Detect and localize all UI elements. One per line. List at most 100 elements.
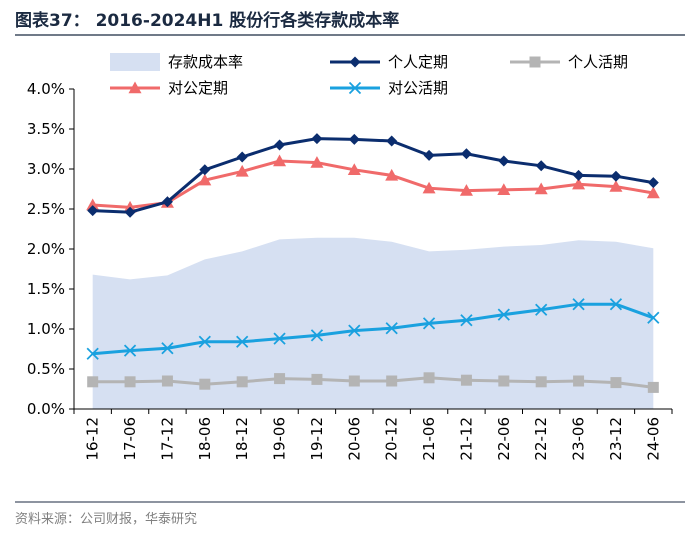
x-tick-label: 19-12 (308, 417, 326, 461)
point-personal-demand (348, 375, 360, 387)
legend-marker (128, 81, 142, 94)
point-corporate-time (459, 184, 473, 196)
point-corporate-demand (385, 322, 398, 335)
point-corporate-time (497, 183, 511, 195)
legend-label: 对公定期 (168, 79, 228, 97)
x-tick-label: 21-06 (420, 417, 438, 461)
y-tick-label: 0.0% (27, 400, 65, 418)
point-corporate-demand (123, 344, 137, 357)
y-tick-label: 2.5% (27, 200, 65, 218)
point-corporate-demand (161, 342, 174, 355)
series-area-deposit-cost (92, 237, 654, 409)
point-personal-time (647, 177, 659, 189)
x-tick-label: 17-12 (158, 417, 176, 461)
point-personal-demand (236, 376, 248, 388)
point-personal-time (311, 133, 323, 145)
point-personal-time (423, 149, 435, 161)
x-tick-label: 16-12 (84, 417, 102, 461)
point-corporate-time (86, 198, 100, 211)
point-corporate-time (534, 182, 548, 195)
point-personal-demand (199, 378, 211, 390)
point-corporate-demand (460, 314, 473, 327)
point-corporate-time (273, 154, 287, 167)
point-personal-time (161, 196, 173, 208)
legend-item-corporate-time: 对公定期 (110, 79, 228, 97)
point-corporate-time (347, 163, 361, 175)
point-corporate-demand (422, 317, 436, 330)
chart-title: 图表37： 2016-2024H1 股份行各类存款成本率 (15, 10, 399, 31)
legend-label: 个人活期 (568, 53, 628, 71)
series-line-personal-time (92, 137, 654, 214)
point-corporate-time (646, 186, 660, 199)
point-corporate-time (422, 181, 436, 194)
legend-item-personal-demand: 个人活期 (510, 53, 628, 71)
point-personal-demand (460, 374, 472, 386)
point-personal-demand (386, 375, 398, 387)
point-corporate-demand (647, 311, 660, 324)
legend-marker (529, 56, 541, 68)
point-personal-demand (423, 372, 435, 384)
point-personal-time (124, 206, 136, 218)
point-personal-time (386, 135, 398, 147)
point-personal-time (348, 133, 360, 145)
legend-label: 对公活期 (388, 79, 448, 97)
point-corporate-demand (572, 298, 585, 311)
legend-swatch (110, 53, 160, 71)
point-corporate-demand (535, 303, 548, 316)
point-corporate-demand (198, 335, 211, 348)
y-tick-label: 3.0% (27, 160, 65, 178)
point-corporate-time (572, 177, 586, 190)
point-personal-time (460, 148, 472, 160)
point-corporate-demand (497, 308, 510, 321)
x-tick-label: 21-12 (457, 417, 475, 461)
x-tick-label: 19-06 (271, 417, 289, 461)
point-personal-time (236, 151, 248, 163)
x-tick-label: 23-06 (570, 417, 588, 461)
point-personal-demand (311, 373, 323, 385)
x-tick-label: 18-12 (233, 417, 251, 461)
point-corporate-demand (310, 329, 324, 342)
x-tick-label: 24-06 (644, 417, 662, 461)
y-tick-label: 4.0% (27, 80, 65, 98)
point-personal-demand (87, 376, 99, 388)
point-personal-time (274, 139, 286, 151)
point-corporate-demand (86, 347, 99, 360)
point-personal-time (87, 205, 99, 217)
legend-item-deposit-cost: 存款成本率 (110, 53, 243, 71)
point-corporate-time (310, 156, 324, 168)
series-line-corporate-demand (92, 302, 654, 356)
point-corporate-demand (273, 332, 286, 345)
x-tick-label: 22-12 (532, 417, 550, 461)
x-tick-label: 17-06 (121, 417, 139, 461)
y-tick-label: 2.0% (27, 240, 65, 258)
legend-item-personal-time: 个人定期 (330, 53, 448, 71)
x-tick-label: 20-12 (383, 417, 401, 461)
point-personal-time (610, 170, 622, 182)
y-tick-label: 1.5% (27, 280, 65, 298)
x-tick-label: 20-06 (345, 417, 363, 461)
y-tick-label: 3.5% (27, 120, 65, 138)
point-personal-demand (274, 373, 286, 385)
source-note: 资料来源：公司财报，华泰研究 (15, 512, 197, 527)
legend-label: 个人定期 (388, 53, 448, 71)
legend-label: 存款成本率 (168, 53, 243, 71)
point-corporate-time (198, 173, 212, 186)
point-personal-demand (647, 381, 659, 393)
point-personal-demand (535, 376, 547, 388)
point-corporate-demand (236, 335, 249, 348)
plot-area: 0.0% 0.5% 1.0% 1.5% 2.0% 2.5% 3.0% 3.5% 4.0% 16-1… (27, 80, 673, 461)
series-line-personal-demand (92, 376, 654, 389)
y-tick-label: 1.0% (27, 320, 65, 338)
point-personal-demand (161, 375, 173, 387)
point-corporate-demand (609, 298, 623, 311)
point-personal-time (573, 169, 585, 181)
point-personal-time (199, 164, 211, 176)
point-corporate-time (235, 164, 249, 177)
x-tick-label: 23-12 (607, 417, 625, 461)
point-personal-demand (498, 375, 510, 387)
point-corporate-demand (348, 324, 361, 337)
legend-marker (349, 56, 361, 68)
point-corporate-time (609, 180, 623, 192)
